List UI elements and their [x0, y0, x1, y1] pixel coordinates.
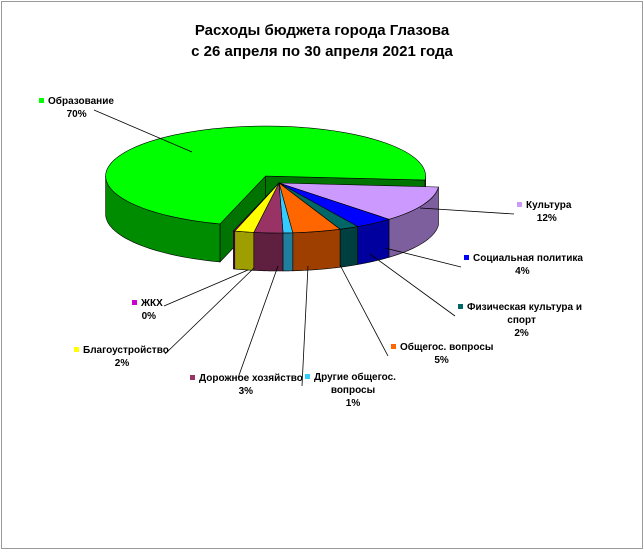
- label-color-key: [132, 300, 137, 305]
- pie-side-дорожное-хозяйство: [253, 232, 284, 272]
- slice-percent-label: 2%: [514, 328, 529, 339]
- leader-line: [93, 109, 193, 153]
- slice-name-label: Дорожное хозяйство: [199, 373, 303, 384]
- pie-slice-жкх: [232, 182, 280, 232]
- slice-name-label: Физическая культура и: [467, 302, 582, 313]
- pie-side-общегос.-вопросы: [292, 228, 341, 272]
- pie-side-физическая-культура-и-спорт: [339, 226, 358, 268]
- slice-percent-label: 12%: [537, 213, 557, 224]
- slice-percent-label: 0%: [142, 311, 157, 322]
- leader-line: [164, 267, 255, 355]
- pie-side-благоустройство: [234, 230, 255, 271]
- pie-tops: [105, 125, 439, 234]
- slice-percent-label: 2%: [115, 358, 130, 369]
- label-color-key: [391, 344, 396, 349]
- slice-percent-label: 4%: [515, 266, 530, 277]
- pie-slice-культура: [278, 182, 439, 220]
- label-color-key: [464, 255, 469, 260]
- label-color-key: [517, 202, 522, 207]
- pie-labels: Образование 70% Культура 12% Социальная поли…: [39, 95, 583, 409]
- leader-line: [419, 207, 515, 215]
- chart-title-line-2: с 26 апреля по 30 апреля 2021 года: [191, 43, 453, 60]
- label-color-key: [39, 98, 44, 103]
- pie-side-социальная-политика: [357, 218, 390, 265]
- slice-name-label: Образование: [48, 95, 114, 107]
- pie-side-другие-общегос.-вопросы: [282, 232, 294, 272]
- label-color-key: [305, 374, 310, 379]
- leader-line: [384, 247, 462, 268]
- label-color-key: [190, 375, 195, 380]
- leader-line: [301, 265, 309, 387]
- pie-slice-образование: [105, 125, 426, 225]
- label-color-key: [74, 347, 79, 352]
- slice-name-label: Благоустройство: [83, 345, 169, 356]
- slice-percent-label: 70%: [67, 109, 87, 120]
- leader-line: [163, 269, 249, 307]
- slice-name-label: Общегос. вопросы: [400, 341, 493, 353]
- leader-line: [369, 253, 456, 317]
- leader-line: [339, 264, 389, 357]
- slice-percent-label: 3%: [239, 386, 254, 397]
- leader-line: [237, 265, 279, 379]
- slice-name-label: Культура: [526, 200, 572, 211]
- label-color-key: [458, 304, 463, 309]
- slice-percent-label: 1%: [346, 398, 361, 409]
- slice-percent-label: 5%: [434, 355, 449, 366]
- slice-name-label: ЖКХ: [140, 298, 163, 309]
- slice-name-label: вопросы: [331, 385, 375, 396]
- slice-name-label: спорт: [507, 315, 536, 326]
- slice-name-label: Социальная политика: [473, 253, 583, 264]
- chart-title-line-1: Расходы бюджета города Глазова: [195, 22, 450, 39]
- slice-name-label: Другие общегос.: [314, 371, 396, 383]
